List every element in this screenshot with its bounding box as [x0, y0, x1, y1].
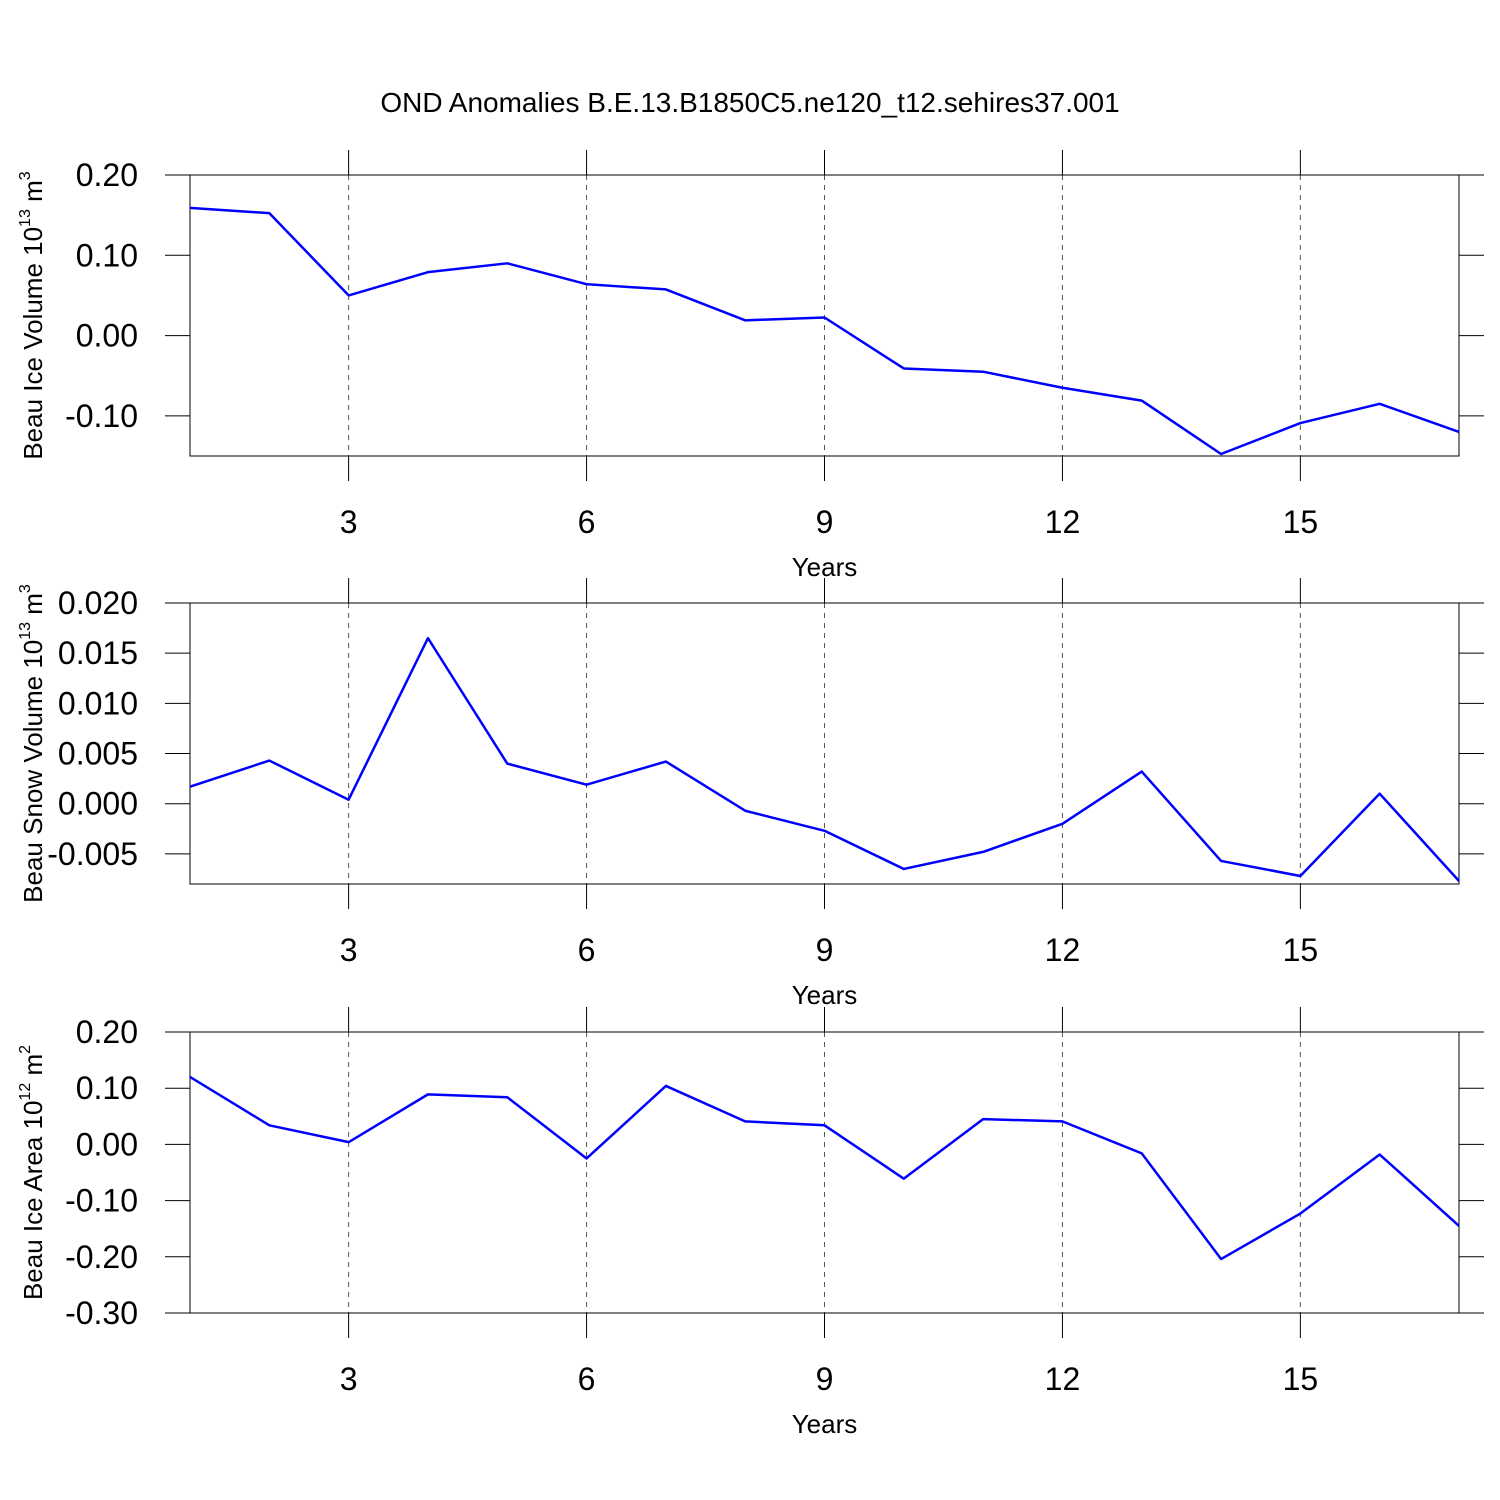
y-axis-label: Beau Ice Area 1012 m2 [17, 1045, 48, 1300]
x-axis-label: Years [792, 980, 858, 1010]
x-tick-label: 15 [1283, 504, 1319, 540]
x-tick-label: 3 [340, 1361, 358, 1397]
y-tick-label: 0.10 [76, 237, 138, 273]
x-tick-label: 6 [578, 1361, 596, 1397]
x-tick-label: 15 [1283, 1361, 1319, 1397]
x-tick-label: 15 [1283, 932, 1319, 968]
x-tick-label: 12 [1045, 1361, 1081, 1397]
y-axis-label-part: m [18, 593, 48, 622]
x-tick-label: 9 [816, 504, 834, 540]
y-tick-label: -0.30 [65, 1295, 138, 1331]
x-tick-label: 3 [340, 504, 358, 540]
y-axis-label-part: Beau Ice Area 10 [18, 1101, 48, 1300]
y-axis-label-superscript: 3 [17, 171, 34, 180]
plot-frame [189, 602, 1460, 885]
y-axis-label-part: m [18, 1054, 48, 1083]
y-tick-label: 0.000 [58, 786, 138, 822]
x-tick-label: 12 [1045, 504, 1081, 540]
y-axis-label-superscript: 3 [17, 584, 34, 593]
y-tick-label: 0.00 [76, 1126, 138, 1162]
y-tick-label: -0.10 [65, 1183, 138, 1219]
x-axis-label: Years [792, 552, 858, 582]
y-axis-label-superscript: 12 [17, 1083, 34, 1101]
x-tick-label: 6 [578, 504, 596, 540]
y-tick-label: -0.20 [65, 1239, 138, 1275]
x-tick-label: 12 [1045, 932, 1081, 968]
data-line [189, 636, 1460, 882]
data-line [189, 206, 1460, 456]
y-tick-label: 0.015 [58, 635, 138, 671]
y-axis-label-part: Beau Snow Volume 10 [18, 640, 48, 903]
y-axis-label: Beau Snow Volume 1013 m3 [17, 584, 48, 903]
x-tick-label: 9 [816, 932, 834, 968]
y-tick-label: 0.20 [76, 1014, 138, 1050]
y-tick-label: 0.010 [58, 685, 138, 721]
plot-frame [189, 1031, 1460, 1314]
chart-title: OND Anomalies B.E.13.B1850C5.ne120_t12.s… [380, 87, 1119, 118]
y-tick-label: 0.005 [58, 736, 138, 772]
y-axis-label: Beau Ice Volume 1013 m3 [17, 171, 48, 459]
y-axis-label-part: Beau Ice Volume 10 [18, 227, 48, 460]
y-tick-label: 0.00 [76, 318, 138, 354]
y-axis-label-superscript: 13 [17, 209, 34, 227]
x-axis-label: Years [792, 1409, 858, 1439]
y-tick-label: -0.10 [65, 398, 138, 434]
x-tick-label: 3 [340, 932, 358, 968]
plot-frame [189, 174, 1460, 457]
y-tick-label: 0.20 [76, 157, 138, 193]
y-axis-label-superscript: 13 [17, 622, 34, 640]
x-tick-label: 6 [578, 932, 596, 968]
y-axis-label-part: m [18, 180, 48, 209]
y-tick-label: -0.005 [47, 836, 138, 872]
x-tick-label: 9 [816, 1361, 834, 1397]
y-tick-label: 0.020 [58, 585, 138, 621]
y-tick-label: 0.10 [76, 1070, 138, 1106]
data-line [189, 1075, 1460, 1261]
y-axis-label-superscript: 2 [17, 1045, 34, 1054]
